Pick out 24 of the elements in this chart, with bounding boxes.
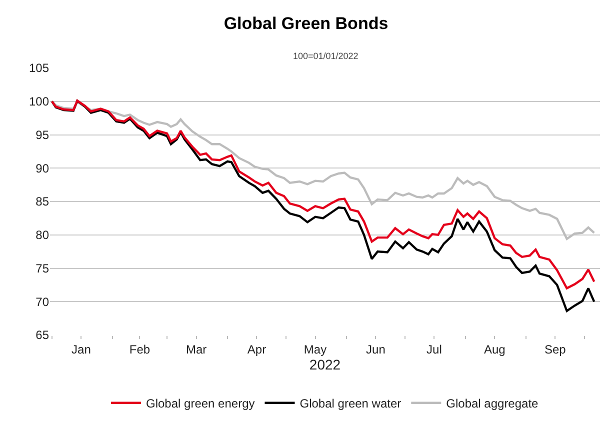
legend-label: Global aggregate bbox=[446, 396, 539, 411]
legend-label: Global green energy bbox=[146, 396, 255, 411]
x-tick-label: Jan bbox=[72, 342, 91, 356]
x-axis-title: 2022 bbox=[309, 356, 341, 373]
y-tick-label: 85 bbox=[36, 194, 50, 209]
x-tick-label: Sep bbox=[544, 342, 566, 356]
x-tick-label: May bbox=[304, 342, 327, 356]
legend-label: Global green water bbox=[300, 396, 402, 411]
y-tick-label: 65 bbox=[36, 328, 50, 342]
y-tick-label: 70 bbox=[36, 294, 50, 309]
y-tick-label: 90 bbox=[36, 161, 50, 176]
y-tick-label: 100 bbox=[28, 94, 50, 109]
x-tick-label: Mar bbox=[186, 342, 207, 356]
x-tick-label: Aug bbox=[484, 342, 506, 356]
x-tick-label: Jun bbox=[366, 342, 386, 356]
x-tick-label: Feb bbox=[129, 342, 150, 356]
chart-title: Global Green Bonds bbox=[224, 14, 388, 34]
x-tick-label: Apr bbox=[247, 342, 266, 356]
y-tick-label: 105 bbox=[28, 61, 50, 76]
y-tick-label: 75 bbox=[36, 261, 50, 276]
chart-subtitle: 100=01/01/2022 bbox=[293, 51, 358, 61]
y-tick-label: 95 bbox=[36, 128, 50, 142]
y-tick-label: 80 bbox=[36, 228, 50, 242]
x-tick-label: Jul bbox=[426, 342, 442, 356]
